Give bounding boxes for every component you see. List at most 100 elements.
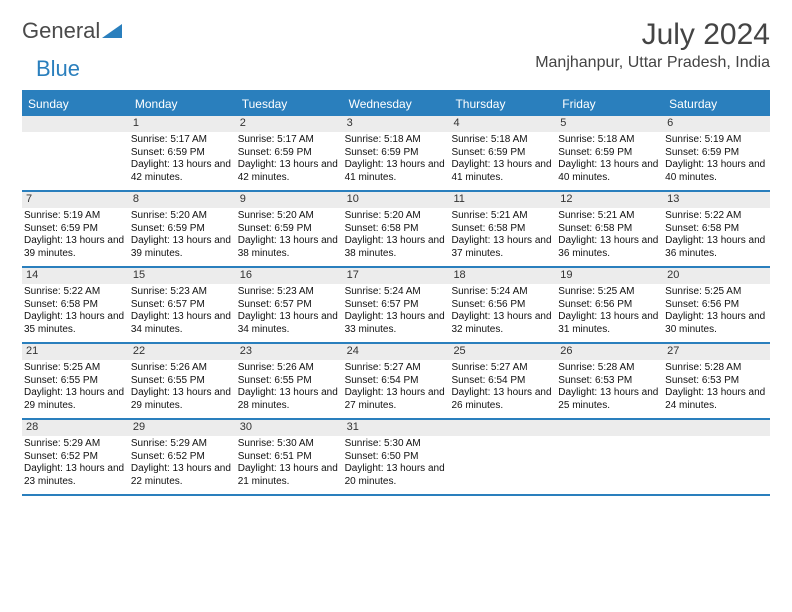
day-info: Sunrise: 5:29 AMSunset: 6:52 PMDaylight:… [129, 436, 236, 494]
daylight-text: Daylight: 13 hours and 42 minutes. [238, 159, 341, 184]
sunset-text: Sunset: 6:57 PM [131, 299, 234, 312]
daylight-text: Daylight: 13 hours and 35 minutes. [24, 311, 127, 336]
calendar-cell [449, 420, 556, 494]
sunset-text: Sunset: 6:59 PM [558, 147, 661, 160]
daylight-text: Daylight: 13 hours and 22 minutes. [131, 463, 234, 488]
day-number: 2 [236, 117, 246, 131]
day-number-band: 19 [556, 268, 663, 284]
logo-triangle-icon [102, 22, 122, 40]
sunset-text: Sunset: 6:56 PM [665, 299, 768, 312]
calendar-cell: 27Sunrise: 5:28 AMSunset: 6:53 PMDayligh… [663, 344, 770, 418]
day-number-band: 29 [129, 420, 236, 436]
sunrise-text: Sunrise: 5:18 AM [345, 134, 448, 147]
daylight-text: Daylight: 13 hours and 30 minutes. [665, 311, 768, 336]
day-number-band [22, 116, 129, 132]
daylight-text: Daylight: 13 hours and 37 minutes. [451, 235, 554, 260]
day-number-band: 30 [236, 420, 343, 436]
sunset-text: Sunset: 6:51 PM [238, 451, 341, 464]
day-number-band [663, 420, 770, 436]
daylight-text: Daylight: 13 hours and 34 minutes. [131, 311, 234, 336]
day-number: 1 [129, 117, 139, 131]
day-number-band: 22 [129, 344, 236, 360]
daylight-text: Daylight: 13 hours and 33 minutes. [345, 311, 448, 336]
day-info: Sunrise: 5:20 AMSunset: 6:59 PMDaylight:… [236, 208, 343, 266]
day-info: Sunrise: 5:28 AMSunset: 6:53 PMDaylight:… [663, 360, 770, 418]
sunrise-text: Sunrise: 5:26 AM [131, 362, 234, 375]
day-info: Sunrise: 5:24 AMSunset: 6:56 PMDaylight:… [449, 284, 556, 342]
day-number: 20 [663, 269, 679, 283]
day-info: Sunrise: 5:19 AMSunset: 6:59 PMDaylight:… [22, 208, 129, 266]
day-number: 14 [22, 269, 38, 283]
day-number: 10 [343, 193, 359, 207]
sunrise-text: Sunrise: 5:21 AM [451, 210, 554, 223]
day-info: Sunrise: 5:25 AMSunset: 6:56 PMDaylight:… [663, 284, 770, 342]
calendar-cell: 15Sunrise: 5:23 AMSunset: 6:57 PMDayligh… [129, 268, 236, 342]
sunrise-text: Sunrise: 5:24 AM [345, 286, 448, 299]
day-number: 31 [343, 421, 359, 435]
daylight-text: Daylight: 13 hours and 40 minutes. [665, 159, 768, 184]
day-number-band: 8 [129, 192, 236, 208]
day-info [663, 436, 770, 484]
logo: General [22, 18, 124, 44]
sunset-text: Sunset: 6:53 PM [665, 375, 768, 388]
calendar-cell: 14Sunrise: 5:22 AMSunset: 6:58 PMDayligh… [22, 268, 129, 342]
calendar-cell: 2Sunrise: 5:17 AMSunset: 6:59 PMDaylight… [236, 116, 343, 190]
calendar-week: 21Sunrise: 5:25 AMSunset: 6:55 PMDayligh… [22, 344, 770, 420]
sunrise-text: Sunrise: 5:30 AM [345, 438, 448, 451]
day-number-band: 23 [236, 344, 343, 360]
day-number: 3 [343, 117, 353, 131]
logo-text-2: Blue [36, 56, 80, 81]
day-info: Sunrise: 5:24 AMSunset: 6:57 PMDaylight:… [343, 284, 450, 342]
daylight-text: Daylight: 13 hours and 27 minutes. [345, 387, 448, 412]
day-info: Sunrise: 5:25 AMSunset: 6:56 PMDaylight:… [556, 284, 663, 342]
calendar-cell: 8Sunrise: 5:20 AMSunset: 6:59 PMDaylight… [129, 192, 236, 266]
day-info: Sunrise: 5:26 AMSunset: 6:55 PMDaylight:… [236, 360, 343, 418]
day-number: 30 [236, 421, 252, 435]
day-info: Sunrise: 5:18 AMSunset: 6:59 PMDaylight:… [449, 132, 556, 190]
daylight-text: Daylight: 13 hours and 36 minutes. [665, 235, 768, 260]
daylight-text: Daylight: 13 hours and 38 minutes. [238, 235, 341, 260]
daylight-text: Daylight: 13 hours and 21 minutes. [238, 463, 341, 488]
sunset-text: Sunset: 6:57 PM [238, 299, 341, 312]
calendar-cell: 5Sunrise: 5:18 AMSunset: 6:59 PMDaylight… [556, 116, 663, 190]
day-info: Sunrise: 5:17 AMSunset: 6:59 PMDaylight:… [129, 132, 236, 190]
sunrise-text: Sunrise: 5:28 AM [665, 362, 768, 375]
day-number-band: 26 [556, 344, 663, 360]
day-number-band [556, 420, 663, 436]
calendar-cell [22, 116, 129, 190]
calendar-cell: 16Sunrise: 5:23 AMSunset: 6:57 PMDayligh… [236, 268, 343, 342]
sunset-text: Sunset: 6:58 PM [24, 299, 127, 312]
daylight-text: Daylight: 13 hours and 29 minutes. [24, 387, 127, 412]
day-number-band: 7 [22, 192, 129, 208]
day-number-band: 10 [343, 192, 450, 208]
sunset-text: Sunset: 6:58 PM [665, 223, 768, 236]
day-info: Sunrise: 5:25 AMSunset: 6:55 PMDaylight:… [22, 360, 129, 418]
sunset-text: Sunset: 6:52 PM [24, 451, 127, 464]
sunrise-text: Sunrise: 5:25 AM [24, 362, 127, 375]
calendar-week: 1Sunrise: 5:17 AMSunset: 6:59 PMDaylight… [22, 116, 770, 192]
calendar-cell: 11Sunrise: 5:21 AMSunset: 6:58 PMDayligh… [449, 192, 556, 266]
day-number: 22 [129, 345, 145, 359]
day-info: Sunrise: 5:18 AMSunset: 6:59 PMDaylight:… [343, 132, 450, 190]
day-info: Sunrise: 5:23 AMSunset: 6:57 PMDaylight:… [236, 284, 343, 342]
calendar-cell [663, 420, 770, 494]
sunset-text: Sunset: 6:56 PM [451, 299, 554, 312]
day-number: 23 [236, 345, 252, 359]
sunrise-text: Sunrise: 5:21 AM [558, 210, 661, 223]
day-info [449, 436, 556, 484]
day-number: 17 [343, 269, 359, 283]
day-info: Sunrise: 5:21 AMSunset: 6:58 PMDaylight:… [449, 208, 556, 266]
daylight-text: Daylight: 13 hours and 34 minutes. [238, 311, 341, 336]
day-number-band: 28 [22, 420, 129, 436]
sunrise-text: Sunrise: 5:25 AM [665, 286, 768, 299]
daylight-text: Daylight: 13 hours and 41 minutes. [451, 159, 554, 184]
calendar-cell: 25Sunrise: 5:27 AMSunset: 6:54 PMDayligh… [449, 344, 556, 418]
day-info: Sunrise: 5:20 AMSunset: 6:59 PMDaylight:… [129, 208, 236, 266]
sunrise-text: Sunrise: 5:27 AM [451, 362, 554, 375]
calendar-cell: 12Sunrise: 5:21 AMSunset: 6:58 PMDayligh… [556, 192, 663, 266]
day-number: 16 [236, 269, 252, 283]
calendar-cell: 29Sunrise: 5:29 AMSunset: 6:52 PMDayligh… [129, 420, 236, 494]
day-info: Sunrise: 5:30 AMSunset: 6:50 PMDaylight:… [343, 436, 450, 494]
sunset-text: Sunset: 6:59 PM [131, 223, 234, 236]
calendar-cell [556, 420, 663, 494]
